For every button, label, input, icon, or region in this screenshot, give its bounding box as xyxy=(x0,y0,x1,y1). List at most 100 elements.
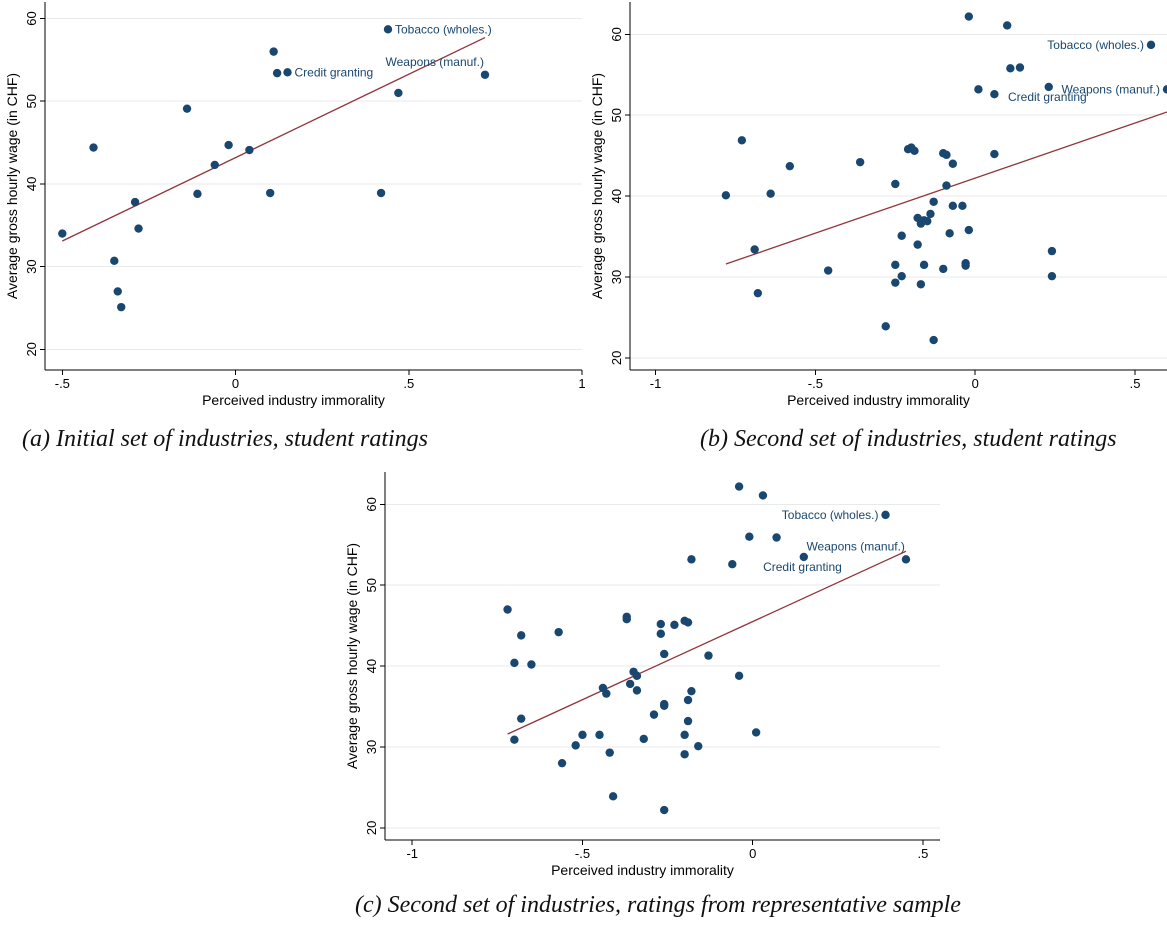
scatter-point xyxy=(734,671,744,681)
scatter-point xyxy=(516,631,526,640)
scatter-point xyxy=(578,730,587,740)
scatter-point xyxy=(656,629,665,638)
scatter-point xyxy=(687,686,696,696)
scatter-point xyxy=(265,188,275,198)
scatter-point xyxy=(503,605,512,614)
scatter-point xyxy=(948,201,958,211)
x-tick-label: -.5 xyxy=(575,846,590,861)
scatter-point xyxy=(394,88,403,98)
panel-b-chart: 20 30 40 50 60 -1 -.5 0 .5 Perceived industry imm… xyxy=(589,2,1167,408)
scatter-point xyxy=(1002,21,1012,30)
scatter-point xyxy=(772,533,781,542)
scatter-point xyxy=(945,229,954,238)
x-tick-label: .5 xyxy=(918,846,929,861)
panel-a-caption: (a) Initial set of industries, student r… xyxy=(22,426,428,452)
scatter-point xyxy=(639,734,648,744)
x-tick-label: -.5 xyxy=(808,376,823,391)
scatter-point xyxy=(182,104,192,113)
scatter-point xyxy=(1006,64,1015,73)
scatter-point xyxy=(605,748,614,757)
scatter-point xyxy=(929,335,938,345)
x-axis-title: Perceived industry immorality xyxy=(551,862,734,878)
scatter-point xyxy=(480,70,490,79)
scatter-point xyxy=(625,679,635,689)
scatter-point xyxy=(855,157,865,167)
y-tick-label: 20 xyxy=(364,821,379,835)
scatter-point xyxy=(1044,82,1053,92)
y-tick-label: 30 xyxy=(24,259,39,273)
scatter-point xyxy=(527,660,536,669)
x-tick-label: 0 xyxy=(972,376,979,391)
scatter-point xyxy=(510,735,519,744)
point-annotation: Tobacco (wholes.) xyxy=(395,22,492,36)
y-tick-label: 50 xyxy=(609,108,624,122)
scatter-point xyxy=(704,651,713,660)
y-tick-label: 60 xyxy=(609,27,624,41)
scatter-point xyxy=(897,231,906,240)
scatter-point xyxy=(58,229,67,238)
panel-c-caption: (c) Second set of industries, ratings fr… xyxy=(355,892,961,918)
point-annotation: Tobacco (wholes.) xyxy=(782,508,879,522)
scatter-point xyxy=(751,728,761,737)
scatter-point xyxy=(1015,63,1025,72)
scatter-point xyxy=(881,322,890,331)
y-axis-title: Average gross hourly wage (in CHF) xyxy=(589,73,605,299)
y-axis-title: Average gross hourly wage (in CHF) xyxy=(4,73,20,299)
x-tick-label: -1 xyxy=(406,846,418,861)
scatter-point xyxy=(891,260,900,270)
scatter-point xyxy=(683,618,693,627)
scatter-point xyxy=(130,197,140,207)
point-annotation: Weapons (manuf.) xyxy=(1062,82,1161,96)
scatter-point xyxy=(939,264,948,274)
scatter-point xyxy=(134,224,143,233)
scatter-point xyxy=(990,149,999,159)
scatter-point xyxy=(1047,246,1057,256)
scatter-point xyxy=(728,560,737,569)
scatter-point xyxy=(1146,40,1156,50)
scatter-point xyxy=(1047,271,1057,281)
scatter-point xyxy=(224,140,233,150)
scatter-point xyxy=(683,695,693,705)
scatter-point xyxy=(919,260,929,270)
scatter-point xyxy=(680,730,689,740)
x-tick-label: 1 xyxy=(578,376,585,391)
panel-c-chart: 20 30 40 50 60 -1 -.5 0 .5 Perceived industry imm… xyxy=(344,472,940,878)
scatter-point xyxy=(942,181,951,190)
panel-b-caption: (b) Second set of industries, student ra… xyxy=(700,426,1117,452)
scatter-point xyxy=(745,532,754,541)
fitted-line xyxy=(62,36,486,242)
panel-a-chart: 20 30 40 50 60 -.5 0 .5 1 Perceived industry immo… xyxy=(4,2,585,408)
scatter-point xyxy=(680,750,689,759)
point-annotation: Credit granting xyxy=(763,560,842,574)
scatter-point xyxy=(948,159,958,168)
scatter-point xyxy=(758,491,768,500)
scatter-point xyxy=(721,191,731,200)
scatter-point xyxy=(694,741,703,751)
scatter-point xyxy=(272,68,282,78)
scatter-point xyxy=(670,620,679,630)
scatter-point xyxy=(734,482,744,491)
scatter-point xyxy=(891,179,900,189)
x-tick-label: 0 xyxy=(232,376,239,391)
scatter-point xyxy=(785,161,795,171)
scatter-point xyxy=(117,302,126,312)
y-tick-label: 60 xyxy=(24,11,39,25)
scatter-point xyxy=(383,25,393,34)
scatter-point xyxy=(210,160,219,170)
scatter-point xyxy=(376,188,386,198)
scatter-point xyxy=(766,189,775,198)
point-annotation: Tobacco (wholes.) xyxy=(1047,38,1144,52)
scatter-point xyxy=(753,288,763,298)
y-tick-label: 50 xyxy=(24,94,39,108)
scatter-point xyxy=(649,710,659,719)
scatter-point xyxy=(942,150,951,160)
x-tick-label: .5 xyxy=(1130,376,1141,391)
scatter-point xyxy=(660,805,669,815)
y-tick-label: 20 xyxy=(24,342,39,356)
scatter-point xyxy=(923,216,932,226)
scatter-point xyxy=(1162,85,1167,94)
scatter-point xyxy=(660,701,669,710)
scatter-point xyxy=(113,287,122,296)
scatter-point xyxy=(245,145,254,155)
x-axis-title: Perceived industry immorality xyxy=(787,392,970,408)
